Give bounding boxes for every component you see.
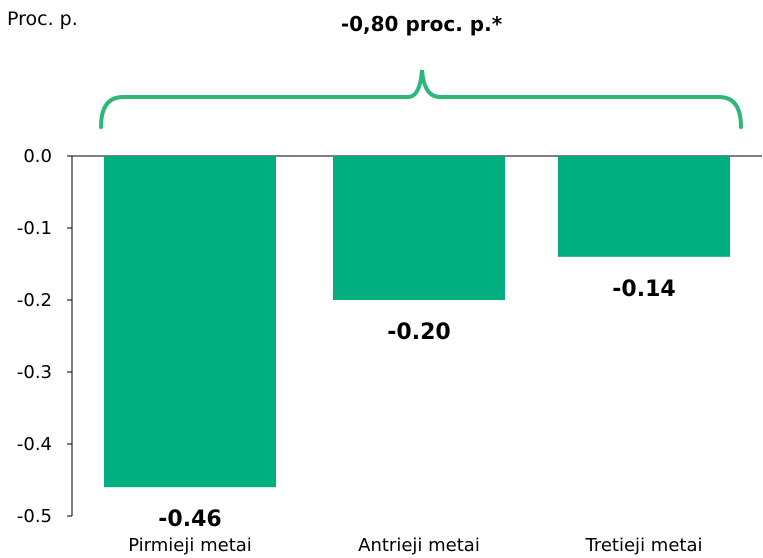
y-tick-label: -0.2 bbox=[17, 290, 52, 311]
y-tick-label: -0.3 bbox=[17, 362, 52, 383]
x-axis-labels: Pirmieji metai Antrieji metai Tretieji met… bbox=[128, 535, 702, 556]
bar bbox=[558, 156, 730, 257]
total-brace bbox=[99, 69, 743, 129]
bar-value-label: -0.46 bbox=[158, 507, 221, 532]
value-labels: -0.46 -0.20 -0.14 bbox=[158, 277, 675, 532]
y-tick-label: -0.1 bbox=[17, 218, 52, 239]
bar-value-label: -0.14 bbox=[612, 277, 675, 302]
y-tick-label: -0.4 bbox=[17, 434, 52, 455]
x-tick-label: Tretieji metai bbox=[585, 535, 703, 556]
y-tick-label: 0.0 bbox=[23, 146, 52, 167]
bar bbox=[104, 156, 276, 488]
total-annotation: -0,80 proc. p.* bbox=[340, 12, 503, 36]
y-unit-label: Proc. p. bbox=[7, 8, 78, 30]
bars bbox=[104, 156, 730, 488]
bar bbox=[333, 156, 505, 300]
bar-value-label: -0.20 bbox=[387, 320, 450, 345]
x-tick-label: Pirmieji metai bbox=[128, 535, 252, 556]
y-tick-label: -0.5 bbox=[17, 506, 52, 527]
x-tick-label: Antrieji metai bbox=[358, 535, 480, 556]
